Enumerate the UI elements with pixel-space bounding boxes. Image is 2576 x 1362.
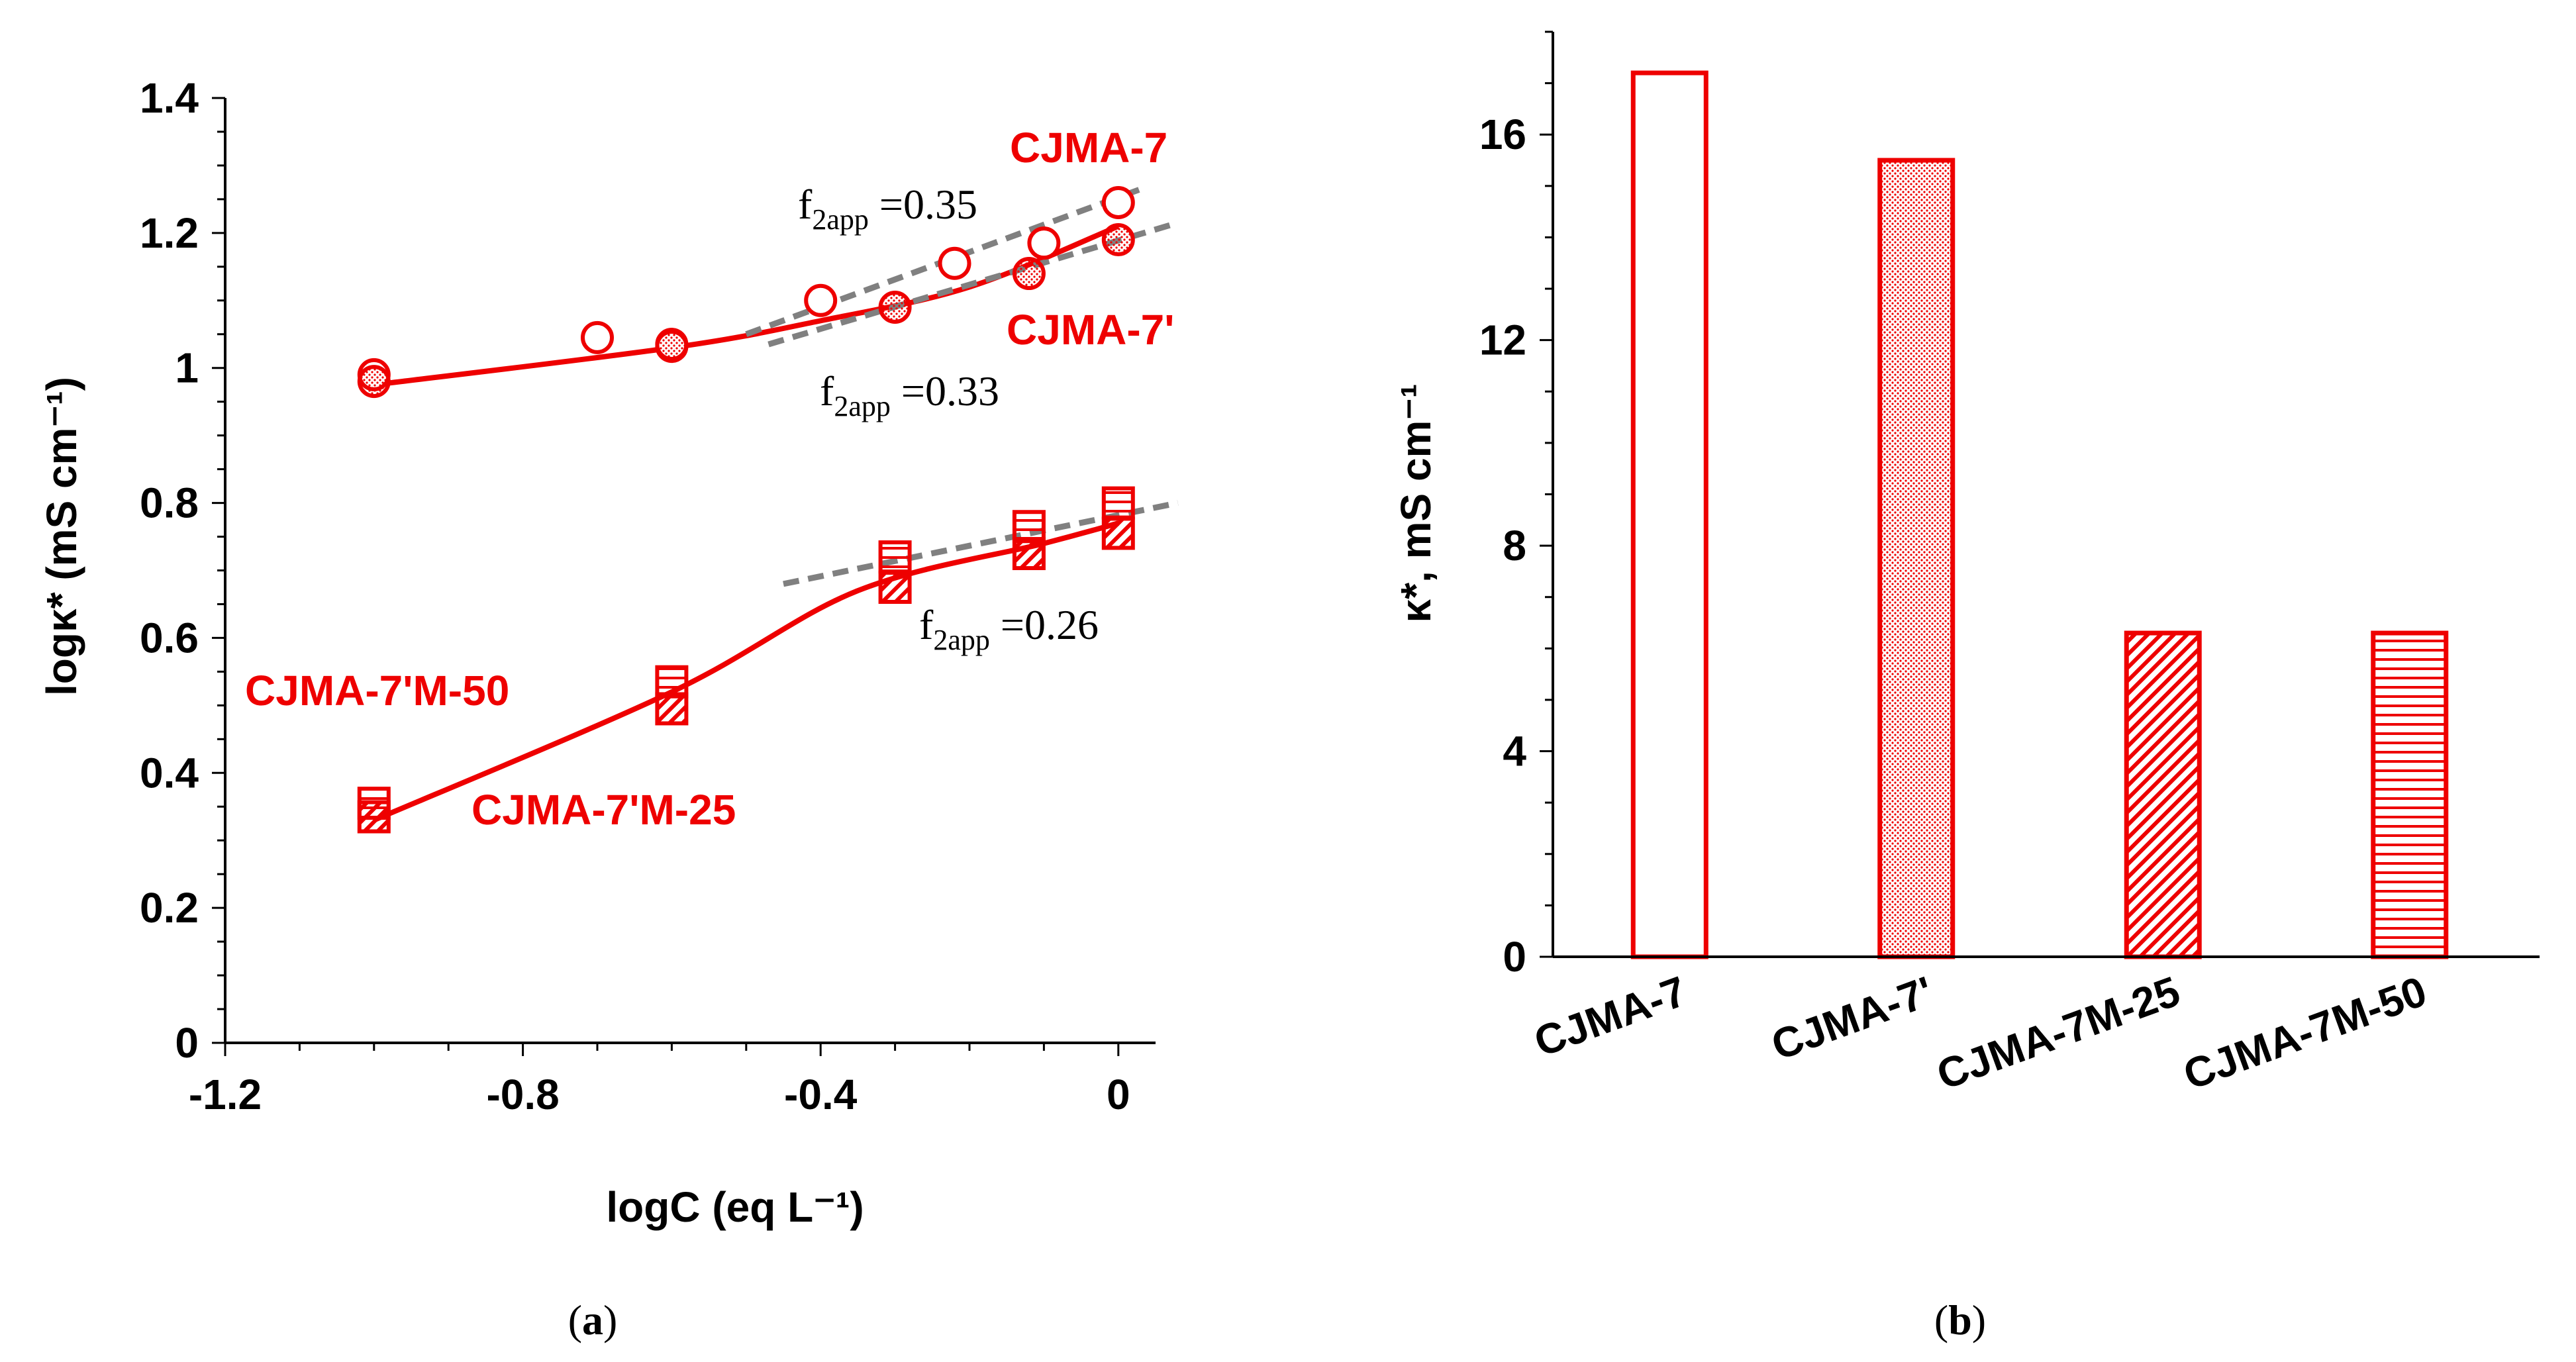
y-tick-label: 0 [175,1019,199,1067]
marker-cjma-7- [878,290,912,324]
bar-cjma-7 [1630,70,1709,959]
bar-y-axis-label: κ*, mS cm⁻¹ [1392,383,1440,622]
category-label: CJMA-7M-50 [2177,967,2433,1098]
marker-cjma-7-m-25 [655,692,689,726]
bar-y-tick-label: 8 [1503,522,1526,569]
category-label: CJMA-7 [1528,967,1693,1065]
bar-cjma-7m-50 [2371,630,2449,959]
y-tick-label: 1.4 [140,74,199,122]
marker-cjma-7 [804,283,838,317]
bar-y-tick-label: 16 [1479,111,1526,158]
marker-cjma-7-m-50 [1101,486,1135,520]
marker-cjma-7 [1101,185,1135,219]
marker-cjma-7 [581,320,614,354]
x-tick-label: -0.8 [486,1071,559,1118]
bar-y-tick-label: 4 [1503,728,1526,775]
caption-b: (b) [1934,1296,1986,1343]
x-axis-label: logC (eq L⁻¹) [606,1183,864,1231]
category-label: CJMA-7M-25 [1931,967,2187,1098]
x-tick-label: -1.2 [189,1071,262,1118]
marker-cjma-7-m-50 [1012,510,1046,544]
marker-cjma-7-m-25 [357,800,391,834]
y-tick-label: 1.2 [140,209,199,257]
bar-cjma-7- [1877,158,1956,959]
marker-cjma-7- [655,330,689,364]
caption-a: (a) [568,1296,618,1343]
bar-y-tick-label: 0 [1503,933,1526,981]
y-tick-label: 0.8 [140,479,199,527]
marker-cjma-7- [357,365,391,399]
bar-cjma-7m-25 [2124,630,2202,959]
label-cjma7m50: CJMA-7'M-50 [245,667,509,714]
label-cjma7: CJMA-7 [1010,124,1167,171]
y-tick-label: 0.2 [140,884,199,932]
bar-y-tick-label: 12 [1479,316,1526,364]
category-label: CJMA-7' [1765,967,1940,1069]
marker-cjma-7-m-25 [1012,537,1046,571]
x-tick-label: -0.4 [784,1071,858,1118]
annotation-f2app-035: f2app =0.35 [798,181,977,236]
marker-cjma-7- [1101,223,1135,257]
marker-cjma-7-m-25 [1101,516,1135,550]
y-tick-label: 0.6 [140,614,199,661]
marker-cjma-7-m-50 [655,665,689,699]
marker-cjma-7- [1012,257,1046,291]
label-cjma7m25: CJMA-7'M-25 [471,786,736,834]
x-tick-label: 0 [1107,1071,1130,1118]
annotation-f2app-026: f2app =0.26 [919,601,1099,656]
y-tick-label: 0.4 [140,749,199,797]
marker-cjma-7 [938,246,971,280]
label-cjma7-prime: CJMA-7' [1007,306,1174,354]
marker-cjma-7-m-25 [878,570,912,604]
y-axis-label: logκ* (mS cm⁻¹) [38,377,85,696]
panel-a-scatter: 0 0.2 0.4 0.6 0.8 1 1.2 1.4 -1.2 -0.8 -0.4 0 logC (… [38,74,1179,1343]
panel-b-bar: 0 4 8 12 16 CJMA-7 CJMA-7'CJMA-7M-25CJMA-7M-5… [1392,30,2540,1343]
marker-cjma-7 [1027,226,1061,260]
annotation-f2app-033: f2app =0.33 [820,367,999,422]
y-tick-label: 1 [175,344,199,392]
marker-cjma-7-m-50 [878,540,912,574]
